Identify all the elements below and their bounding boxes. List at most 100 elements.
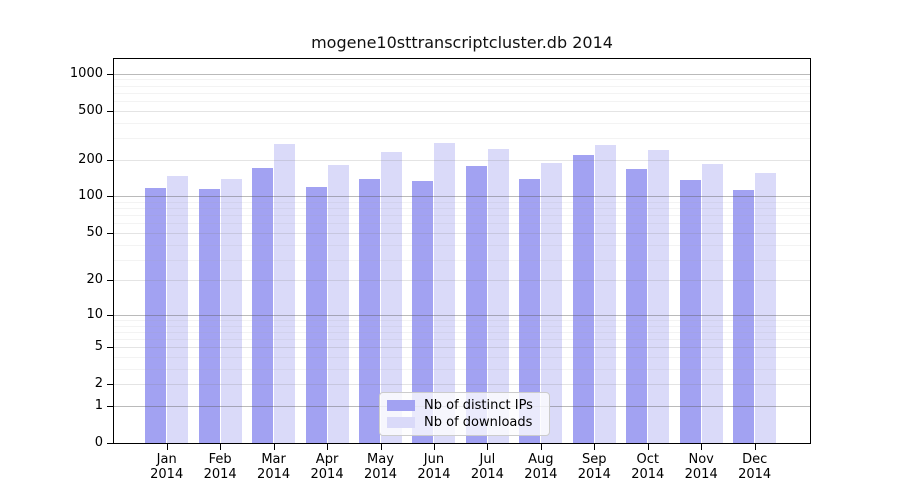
y-axis-tick <box>107 384 113 386</box>
major-gridline <box>114 159 810 161</box>
bar-jan-distinct-ips <box>145 187 167 443</box>
y-axis-tick <box>107 73 113 75</box>
y-axis-tick-label: 1 <box>94 397 103 413</box>
x-axis-tick <box>220 444 222 450</box>
legend: Nb of distinct IPs Nb of downloads <box>379 392 550 436</box>
x-label-year: 2014 <box>684 467 718 482</box>
legend-label: Nb of downloads <box>424 415 533 430</box>
x-label-month: Dec <box>742 452 768 467</box>
minor-gridline <box>114 138 810 140</box>
bar-nov-downloads <box>701 164 723 443</box>
bar-sep-distinct-ips <box>572 154 594 443</box>
major-gridline <box>114 314 810 316</box>
x-label-month: Mar <box>261 452 286 467</box>
bar-mar-distinct-ips <box>252 167 274 443</box>
minor-gridline <box>114 223 810 225</box>
x-label-month: Oct <box>636 452 659 467</box>
y-axis-tick-label: 100 <box>78 188 103 204</box>
major-gridline <box>114 232 810 234</box>
bar-jul-downloads <box>487 149 509 443</box>
x-label-year: 2014 <box>417 467 451 482</box>
x-axis-tick <box>273 444 275 450</box>
x-axis-tick-label: Sep 2014 <box>562 452 626 482</box>
bar-jan-downloads <box>167 175 189 443</box>
x-label-month: Jul <box>479 452 496 467</box>
minor-gridline <box>114 331 810 333</box>
y-axis-tick-label: 0 <box>94 435 103 450</box>
y-axis-tick <box>107 443 113 444</box>
x-axis-tick <box>166 444 168 450</box>
major-gridline <box>114 347 810 349</box>
x-axis-tick <box>433 444 435 450</box>
y-axis-tick-label: 2 <box>94 376 103 392</box>
x-axis-tick-label: Dec 2014 <box>723 452 787 482</box>
x-label-month: Apr <box>315 452 339 467</box>
minor-gridline <box>114 201 810 203</box>
x-axis-tick <box>594 444 596 450</box>
y-axis-tick <box>107 232 113 234</box>
minor-gridline <box>114 244 810 246</box>
x-axis-tick-label: May 2014 <box>349 452 413 482</box>
x-axis-tick-label: Jan 2014 <box>135 452 199 482</box>
legend-label: Nb of distinct IPs <box>424 398 533 413</box>
y-axis-tick-label: 500 <box>78 102 103 118</box>
x-label-month: Nov <box>688 452 714 467</box>
major-gridline <box>114 280 810 282</box>
minor-gridline <box>114 325 810 327</box>
x-axis-tick-label: Aug 2014 <box>509 452 573 482</box>
minor-gridline <box>114 356 810 358</box>
x-label-year: 2014 <box>203 467 237 482</box>
chart-title: mogene10sttranscriptcluster.db 2014 <box>311 33 613 52</box>
x-label-month: Jun <box>423 452 445 467</box>
y-axis-tick-label: 5 <box>94 339 103 355</box>
x-axis-tick-label: Mar 2014 <box>242 452 306 482</box>
minor-gridline <box>114 339 810 341</box>
bar-jun-downloads <box>434 143 456 443</box>
x-axis-tick <box>327 444 329 450</box>
plot-area <box>113 58 811 444</box>
x-axis-tick-label: Apr 2014 <box>295 452 359 482</box>
legend-item-downloads: Nb of downloads <box>387 415 541 430</box>
x-label-month: Feb <box>208 452 232 467</box>
y-axis-tick-label: 10 <box>86 306 103 322</box>
bar-apr-downloads <box>327 165 349 443</box>
minor-gridline <box>114 79 810 81</box>
major-gridline <box>114 110 810 112</box>
x-label-year: 2014 <box>470 467 504 482</box>
bar-aug-downloads <box>541 162 563 443</box>
x-axis-tick <box>487 444 489 450</box>
minor-gridline <box>114 259 810 261</box>
minor-gridline <box>114 208 810 210</box>
y-axis-tick <box>107 196 113 198</box>
bar-feb-downloads <box>220 179 242 443</box>
x-axis-tick <box>380 444 382 450</box>
x-axis-tick <box>701 444 703 450</box>
y-axis-tick <box>107 405 113 407</box>
legend-item-distinct-ips: Nb of distinct IPs <box>387 398 541 413</box>
bar-oct-downloads <box>648 149 670 443</box>
bar-jul-distinct-ips <box>465 165 487 443</box>
y-axis-tick-label: 200 <box>78 151 103 167</box>
y-axis-tick-label: 20 <box>86 272 103 288</box>
x-label-month: Aug <box>528 452 554 467</box>
x-label-month: Jan <box>156 452 177 467</box>
x-label-year: 2014 <box>738 467 772 482</box>
legend-swatch <box>387 417 415 428</box>
x-label-year: 2014 <box>150 467 184 482</box>
x-label-month: May <box>367 452 394 467</box>
x-axis-tick <box>754 444 756 450</box>
minor-gridline <box>114 368 810 370</box>
x-axis-tick-label: Nov 2014 <box>669 452 733 482</box>
x-label-month: Sep <box>582 452 607 467</box>
y-axis-tick-label: 50 <box>86 224 103 240</box>
bar-dec-distinct-ips <box>733 190 755 443</box>
bar-may-distinct-ips <box>359 179 380 443</box>
bar-jun-distinct-ips <box>412 181 434 443</box>
x-axis-tick <box>540 444 542 450</box>
x-axis-tick-label: Oct 2014 <box>616 452 680 482</box>
x-axis-tick-label: Jun 2014 <box>402 452 466 482</box>
minor-gridline <box>114 122 810 124</box>
x-axis-tick-label: Feb 2014 <box>188 452 252 482</box>
x-label-year: 2014 <box>631 467 665 482</box>
